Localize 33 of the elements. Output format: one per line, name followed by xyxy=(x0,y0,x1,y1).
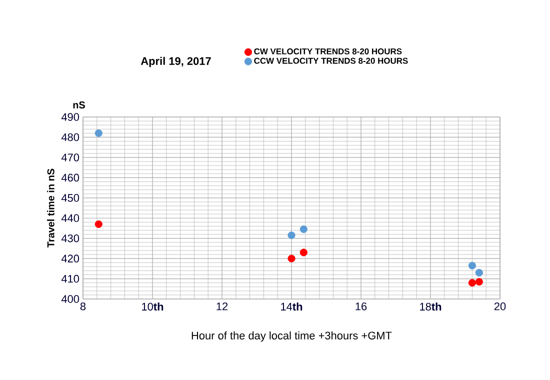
y-tick-label: 420 xyxy=(61,254,80,262)
point xyxy=(94,220,102,228)
point xyxy=(288,254,296,262)
y-tick-label: 400 xyxy=(61,295,80,303)
legend-label: CCW VELOCITY TRENDS 8-20 HOURS xyxy=(254,58,408,64)
point xyxy=(300,225,308,234)
y-tick-label: 430 xyxy=(61,234,80,242)
y-tick-label: 440 xyxy=(61,214,80,222)
y-tick-label: 450 xyxy=(61,194,80,202)
point xyxy=(288,232,296,240)
x-tick-label: 10th xyxy=(142,302,164,311)
point xyxy=(475,278,483,286)
x-tick-label: 8 xyxy=(80,302,86,310)
x-axis-title: Hour of the day local time +3hours +GMT xyxy=(192,331,392,342)
y-tick-label: 490 xyxy=(61,113,80,121)
y-axis-title: Travel time in nS xyxy=(47,168,54,248)
x-tick-label: 18th xyxy=(420,302,442,311)
point xyxy=(300,248,308,256)
y-tick-label: 470 xyxy=(61,154,80,162)
x-tick-label: 14th xyxy=(281,302,302,311)
y-tick-label: 460 xyxy=(61,174,80,182)
x-tick-label: 16 xyxy=(356,302,367,310)
point xyxy=(475,268,483,276)
x-tick-label: 20 xyxy=(494,302,506,310)
legend-label: CW VELOCITY TRENDS 8-20 HOURS xyxy=(254,48,402,54)
point xyxy=(94,129,102,137)
y-tick-label: 480 xyxy=(61,133,80,142)
x-tick-label: 12 xyxy=(216,302,228,310)
point xyxy=(468,262,476,270)
y-tick-label: 410 xyxy=(61,274,80,283)
text: nS xyxy=(73,101,85,108)
point xyxy=(468,279,476,287)
chart-title: April 19, 2017 xyxy=(140,56,211,68)
